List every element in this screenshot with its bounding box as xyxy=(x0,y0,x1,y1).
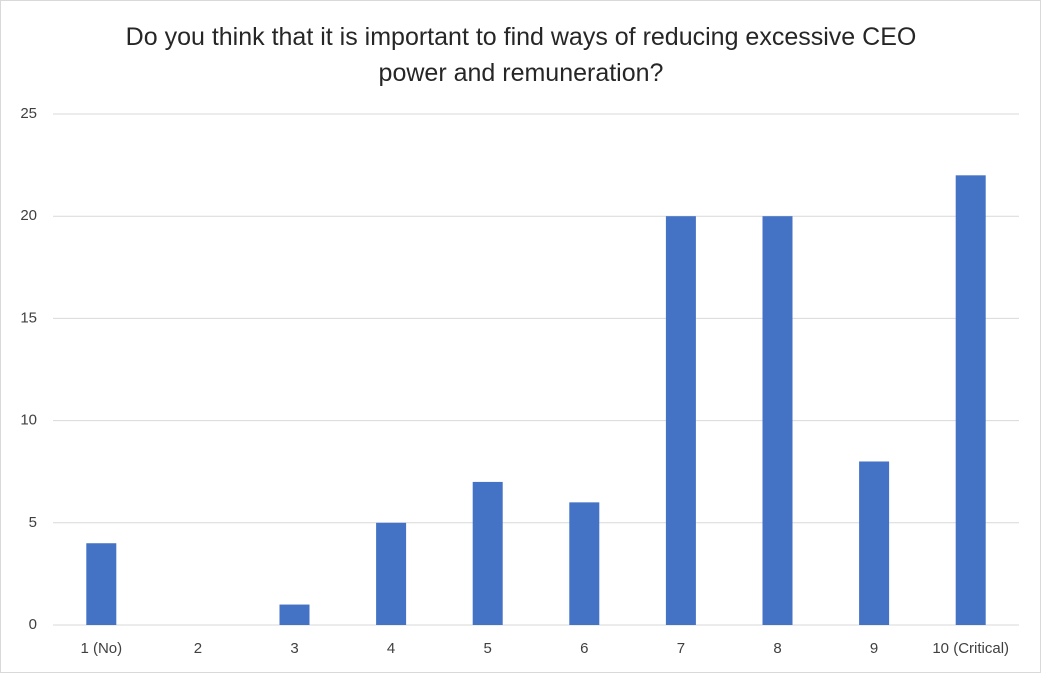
x-tick-label: 3 xyxy=(290,640,298,657)
y-tick-label: 15 xyxy=(20,309,37,326)
bar xyxy=(86,543,117,625)
bar xyxy=(376,522,407,625)
y-tick-label: 10 xyxy=(20,412,37,429)
x-tick-label: 10 (Critical) xyxy=(932,640,1009,657)
bar xyxy=(665,216,696,625)
y-tick-label: 20 xyxy=(20,207,37,224)
bar xyxy=(472,481,503,625)
x-tick-label: 7 xyxy=(677,640,685,657)
y-tick-label: 25 xyxy=(20,105,37,122)
bar xyxy=(859,461,890,625)
x-tick-label: 5 xyxy=(484,640,492,657)
x-tick-label: 1 (No) xyxy=(80,640,122,657)
x-tick-label: 4 xyxy=(387,640,395,657)
x-tick-label: 8 xyxy=(773,640,781,657)
chart-title: Do you think that it is important to fin… xyxy=(125,23,917,87)
bar xyxy=(955,175,986,625)
x-tick-label: 9 xyxy=(870,640,878,657)
bar xyxy=(569,502,600,625)
y-tick-label: 5 xyxy=(29,514,37,531)
bar xyxy=(762,216,793,625)
bar xyxy=(279,604,310,625)
x-tick-label: 2 xyxy=(194,640,202,657)
x-tick-label: 6 xyxy=(580,640,588,657)
y-tick-label: 0 xyxy=(29,616,37,633)
